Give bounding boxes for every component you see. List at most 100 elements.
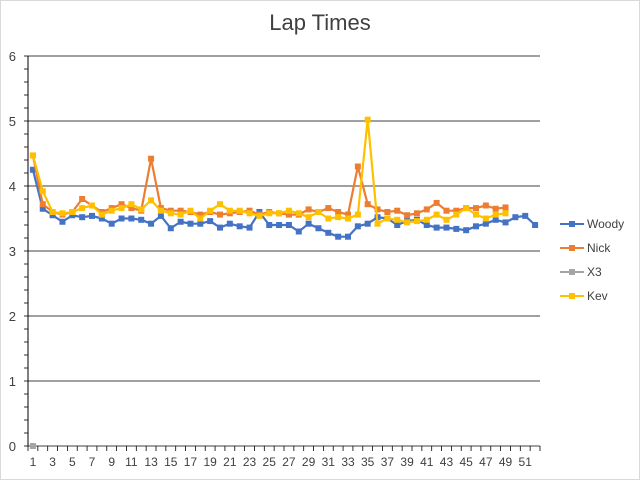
x-tick-label-27: 27: [282, 455, 296, 469]
data-point-woody-11: [128, 215, 135, 222]
data-point-woody-21: [226, 220, 233, 227]
data-point-kev-40: [413, 218, 420, 225]
data-point-woody-38: [394, 222, 401, 228]
data-point-kev-24: [256, 212, 263, 219]
data-point-kev-33: [345, 215, 351, 222]
data-point-woody-15: [167, 225, 174, 232]
data-point-woody-27: [285, 222, 292, 228]
data-point-kev-49: [502, 210, 509, 217]
data-point-kev-47: [482, 215, 489, 222]
data-point-nick-43: [443, 207, 450, 214]
data-point-nick-2: [39, 201, 46, 208]
data-point-kev-27: [285, 207, 292, 214]
data-point-woody-44: [453, 225, 460, 232]
x-tick-label-15: 15: [164, 455, 178, 469]
data-point-woody-3: [49, 212, 56, 219]
x-tick-label-39: 39: [400, 455, 414, 469]
data-point-woody-14: [157, 212, 164, 219]
data-point-nick-16: [177, 207, 184, 214]
data-point-woody-5: [69, 212, 76, 219]
data-point-kev-32: [335, 214, 342, 221]
x-tick-label-3: 3: [49, 455, 56, 469]
data-point-kev-37: [384, 215, 391, 222]
data-point-kev-28: [295, 210, 302, 217]
data-point-kev-1: [29, 152, 36, 159]
chart-title: Lap Times: [269, 10, 371, 35]
data-point-woody-42: [433, 224, 440, 231]
legend-swatch-x3: [560, 269, 584, 275]
data-point-kev-16: [177, 211, 184, 218]
data-point-kev-7: [89, 202, 95, 209]
data-point-nick-42: [433, 199, 440, 206]
data-point-kev-23: [246, 210, 253, 217]
data-point-woody-8: [98, 215, 105, 222]
data-point-woody-34: [354, 223, 361, 230]
y-tick-label-2: 2: [9, 309, 16, 324]
x-tick-label-37: 37: [381, 455, 395, 469]
data-point-kev-13: [148, 197, 155, 204]
x-tick-label-41: 41: [420, 455, 434, 469]
x-tick-label-11: 11: [125, 455, 138, 469]
data-point-woody-30: [315, 225, 322, 232]
x-tick-label-1: 1: [30, 455, 37, 469]
data-point-kev-4: [59, 210, 66, 217]
data-point-kev-17: [187, 207, 194, 214]
data-point-kev-43: [443, 216, 450, 223]
x-tick-label-31: 31: [322, 455, 336, 469]
x-tick-label-5: 5: [69, 455, 76, 469]
x-tick-label-9: 9: [108, 455, 115, 469]
x-tick-label-13: 13: [144, 455, 158, 469]
y-tick-label-0: 0: [9, 439, 16, 454]
data-point-kev-29: [305, 214, 312, 221]
data-point-woody-22: [236, 223, 243, 230]
data-point-nick-33: [345, 211, 351, 218]
data-point-woody-10: [118, 215, 125, 222]
data-point-nick-29: [305, 206, 312, 213]
x-tick-label-19: 19: [203, 455, 217, 469]
data-point-nick-6: [79, 196, 86, 202]
data-point-kev-44: [453, 211, 460, 218]
data-point-kev-5: [69, 209, 76, 215]
legend-swatch-nick: [560, 245, 584, 251]
x-tick-label-33: 33: [341, 455, 355, 469]
data-point-kev-35: [364, 116, 371, 123]
data-point-woody-1: [29, 166, 36, 173]
legend-label-x3: X3: [587, 265, 602, 279]
data-point-kev-41: [423, 216, 430, 223]
data-point-kev-25: [266, 210, 273, 217]
data-point-x3-1: [29, 443, 36, 449]
data-point-woody-7: [89, 212, 95, 219]
x-tick-label-23: 23: [243, 455, 257, 469]
legend-label-woody: Woody: [587, 217, 625, 231]
x-tick-label-35: 35: [361, 455, 375, 469]
data-point-woody-33: [345, 233, 351, 240]
data-point-woody-49: [502, 219, 509, 226]
data-point-woody-20: [217, 224, 223, 231]
data-point-kev-2: [39, 188, 46, 195]
data-point-woody-35: [364, 220, 371, 227]
data-point-kev-9: [108, 207, 115, 214]
data-point-nick-35: [364, 201, 371, 208]
data-point-woody-43: [443, 224, 450, 231]
data-point-kev-36: [374, 220, 381, 227]
y-tick-label-1: 1: [9, 374, 16, 389]
data-point-woody-4: [59, 218, 66, 225]
x-tick-label-17: 17: [184, 455, 198, 469]
data-point-nick-34: [354, 163, 361, 170]
data-point-kev-22: [236, 207, 243, 214]
data-point-nick-40: [413, 210, 420, 217]
data-point-kev-21: [226, 207, 233, 214]
data-point-woody-46: [473, 223, 479, 230]
data-point-kev-48: [492, 211, 499, 218]
data-point-woody-25: [266, 222, 273, 228]
data-point-kev-15: [167, 210, 174, 217]
data-point-nick-11: [128, 205, 135, 212]
data-point-woody-16: [177, 218, 184, 225]
data-point-kev-31: [325, 215, 332, 222]
data-point-nick-18: [197, 211, 204, 218]
data-point-kev-42: [433, 211, 440, 218]
x-tick-label-51: 51: [519, 455, 533, 469]
data-point-woody-48: [492, 216, 499, 223]
data-point-woody-13: [148, 220, 155, 227]
